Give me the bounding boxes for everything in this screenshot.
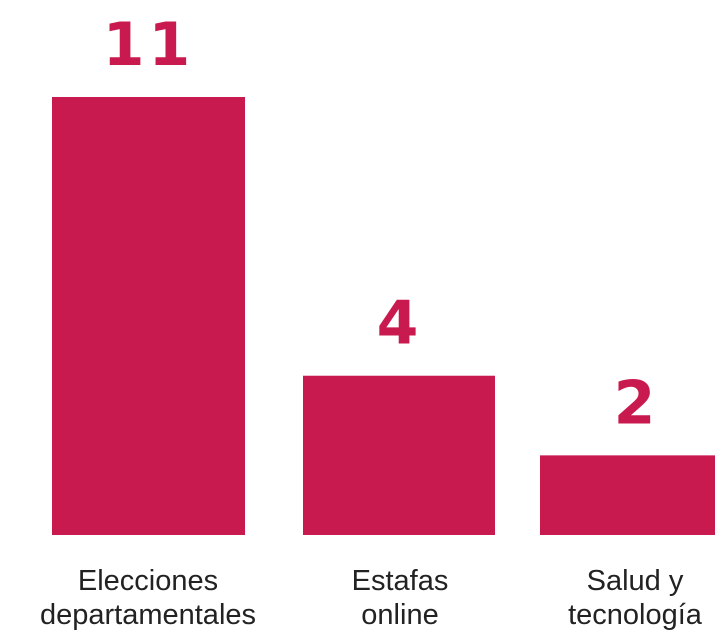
category-label: Salud y [587, 565, 684, 597]
bar [52, 97, 245, 535]
category-label: Elecciones [78, 565, 218, 597]
value-label: 4 [377, 289, 423, 359]
bar [540, 455, 715, 535]
category-label: Estafas [352, 565, 449, 597]
value-label: 2 [614, 368, 660, 438]
category-label: tecnología [568, 599, 703, 631]
category-label: departamentales [40, 599, 256, 631]
value-label: 11 [103, 10, 195, 80]
bar [303, 375, 495, 535]
category-label: online [361, 599, 438, 631]
